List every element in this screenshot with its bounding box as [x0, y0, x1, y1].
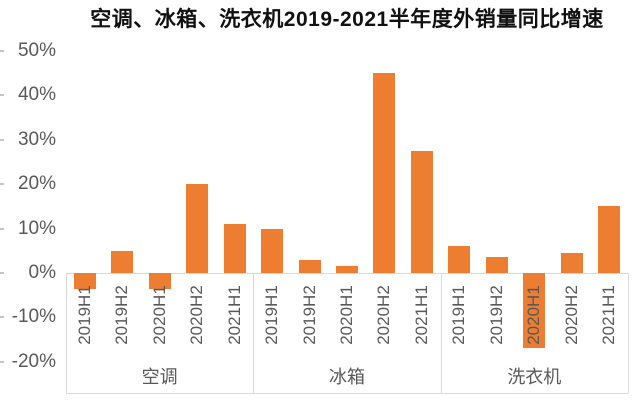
chart-title: 空调、冰箱、洗衣机2019-2021半年度外销量同比增速	[90, 8, 604, 31]
x-tick-label: 2019H2	[487, 285, 506, 345]
y-tick-mark	[0, 360, 4, 363]
label-box-bottom-line	[66, 393, 628, 394]
y-tick-mark	[0, 50, 4, 52]
x-tick-label: 2020H1	[337, 285, 356, 345]
y-tick-mark	[0, 183, 4, 186]
y-tick-mark	[0, 94, 4, 97]
x-axis-line	[66, 273, 628, 274]
y-tick-mark	[0, 272, 4, 274]
y-tick-label: 10%	[17, 217, 56, 239]
y-tick-label: 50%	[17, 40, 56, 61]
bar	[561, 253, 583, 273]
bar	[598, 206, 620, 273]
y-tick-label: -10%	[11, 306, 56, 328]
y-tick-label: 20%	[17, 173, 56, 195]
x-tick-label: 2020H2	[374, 285, 393, 345]
x-tick-label: 2019H2	[300, 285, 319, 345]
bar	[111, 250, 133, 273]
bar	[373, 73, 395, 273]
bar	[149, 273, 171, 289]
y-tick-mark	[0, 227, 4, 230]
bar	[224, 224, 246, 273]
group-divider-line	[253, 273, 254, 393]
y-tick-mark	[0, 138, 4, 141]
x-tick-label: 2019H1	[75, 285, 94, 345]
x-tick-label: 2021H1	[225, 285, 244, 345]
x-tick-label: 2021H1	[599, 285, 618, 345]
bar	[523, 273, 545, 349]
x-tick-label: 2021H1	[412, 285, 431, 345]
group-label: 冰箱	[328, 367, 365, 387]
group-divider-line	[66, 273, 67, 393]
group-label: 空调	[141, 367, 178, 387]
bar	[486, 257, 508, 273]
bar	[261, 228, 283, 273]
x-tick-label: 2019H1	[262, 285, 281, 345]
x-tick-label: 2020H2	[187, 285, 206, 345]
bar	[74, 273, 96, 289]
group-divider-line	[441, 273, 442, 393]
bar	[336, 266, 358, 273]
x-tick-label: 2020H2	[562, 285, 581, 345]
group-divider-line	[628, 273, 629, 393]
group-label: 洗衣机	[507, 367, 562, 387]
y-tick-label: 40%	[17, 84, 56, 106]
y-tick-mark	[0, 316, 4, 319]
x-tick-label: 2020H1	[524, 285, 543, 345]
bar	[299, 259, 321, 273]
x-tick-label: 2019H2	[112, 285, 131, 345]
y-tick-label: -20%	[11, 350, 56, 372]
bar	[411, 150, 433, 273]
y-tick-label: 0%	[28, 262, 56, 283]
x-tick-label: 2019H1	[449, 285, 468, 345]
bar	[186, 184, 208, 273]
x-tick-label: 2020H1	[150, 285, 169, 345]
bar	[448, 246, 470, 273]
y-tick-label: 30%	[17, 128, 56, 150]
